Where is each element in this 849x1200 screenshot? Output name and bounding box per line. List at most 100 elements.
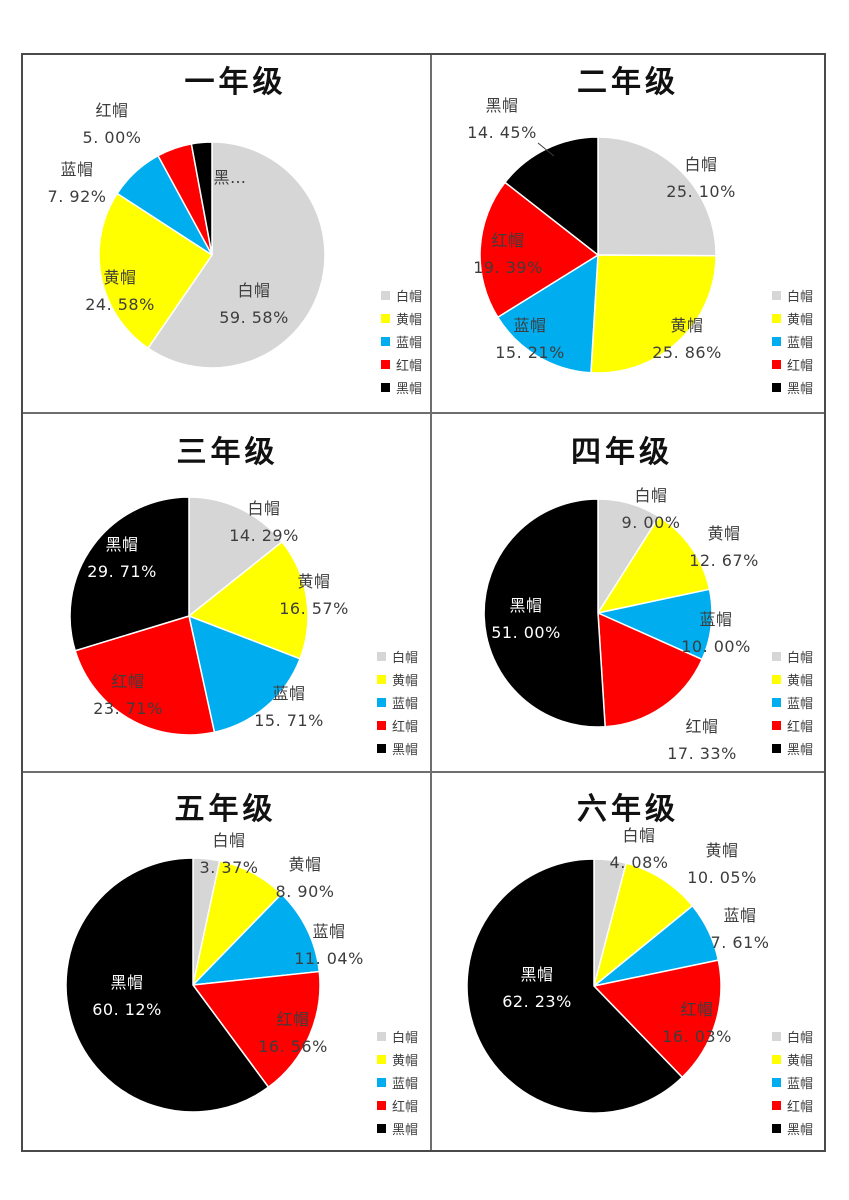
pie-slice-白帽 [146,141,326,369]
slice-label-红帽: 红帽 16. 56% [258,1010,328,1056]
legend-swatch [771,721,781,730]
slice-label-黄帽: 黄帽 16. 57% [279,572,349,618]
legend-swatch [376,721,386,730]
legend-swatch [380,360,390,369]
legend-item-黑帽: 黑帽 [771,737,813,760]
legend-swatch [771,291,781,300]
legend-item-黄帽: 黄帽 [771,307,813,330]
legend-label: 红帽 [395,359,422,374]
legend-item-黄帽: 黄帽 [376,1048,418,1071]
pie-slice-黄帽 [187,540,309,660]
legend-swatch [376,744,386,753]
slice-label-黑帽: 黑帽 51. 00% [491,596,561,642]
chart-legend: 白帽 黄帽 蓝帽 红帽 黑帽 [771,645,813,760]
pie-slice-黑帽 [190,141,213,256]
legend-item-蓝帽: 蓝帽 [771,1071,813,1094]
legend-swatch [771,1032,781,1041]
chart-title: 六年级 [577,792,679,827]
pie-slice-黑帽 [466,858,684,1114]
slice-label-红帽: 红帽 16. 03% [662,1000,732,1046]
chart-legend: 白帽黄帽蓝帽红帽黑帽 [771,1025,813,1140]
legend-swatch [771,1124,781,1133]
slice-label-白帽: 白帽 14. 29% [229,499,299,545]
legend-item-黑帽: 黑帽 [376,737,418,760]
legend-item-白帽: 白帽 [771,1025,813,1048]
chart-title: 二年级 [577,65,679,100]
chart-legend: 白帽 黄帽 蓝帽 红帽 黑帽 [376,1025,418,1140]
pie-slice-黑帽 [65,857,270,1113]
legend-label: 白帽 [395,290,422,305]
pie-slice-红帽 [597,611,704,728]
legend-swatch [771,698,781,707]
slice-label-白帽: 白帽 4. 08% [610,826,669,872]
legend-item-红帽: 红帽 [771,1094,813,1117]
legend-label: 黄帽 [395,313,422,328]
legend-swatch [376,1101,386,1110]
legend-item-黄帽: 黄帽 [380,307,422,330]
legend-label: 红帽 [786,359,813,374]
slice-label-蓝帽: 蓝帽 15. 21% [495,316,565,362]
legend-swatch [771,337,781,346]
pie-slice-黑帽 [483,498,606,728]
chart-cell-grade4: 白帽 9. 00% 黄帽 12. 67% 蓝帽 10. 00% 红帽 17. 33% 黑帽 51.… [432,414,824,773]
slice-label-黄帽: 黄帽 25. 86% [652,316,722,362]
legend-swatch [771,652,781,661]
pie-slice-白帽 [597,136,717,257]
pie-slice-红帽 [74,615,216,736]
pie-slice-蓝帽 [187,614,301,734]
label-leader-line [537,142,555,157]
legend-swatch [771,744,781,753]
pie-slice-黄帽 [592,862,694,989]
legend-label: 蓝帽 [395,336,422,351]
legend-item-蓝帽: 蓝帽 [376,691,418,714]
legend-item-黑帽: 黑帽 [771,376,813,399]
pie-chart-grade2: 白帽 25. 10% 黄帽 25. 86% 蓝帽 15. 21% 红帽 19. 39% 黑帽 14… [467,96,735,374]
pie-slice-黑帽 [503,136,599,257]
slice-label-黑帽: 黑帽 62. 23% [502,965,572,1011]
legend-label: 黑帽 [786,1123,813,1138]
legend-label: 黄帽 [786,1054,813,1069]
legend-label: 黑帽 [391,1123,418,1138]
legend-swatch [376,698,386,707]
slice-label-白帽: 白帽 9. 00% [622,486,681,532]
legend-swatch [380,314,390,323]
legend-item-黑帽: 黑帽 [771,1117,813,1140]
legend-label: 白帽 [391,651,418,666]
chart-legend: 白帽 黄帽 蓝帽 红帽 黑帽 [380,284,422,399]
legend-swatch [771,1055,781,1064]
legend-item-黑帽: 黑帽 [376,1117,418,1140]
legend-label: 蓝帽 [391,697,418,712]
pie-chart-grade1: 白帽 59. 58% 黄帽 24. 58% 蓝帽 7. 92% 红帽 5. 00% 黑… [48,101,326,369]
slice-label-黑帽: 黑帽 60. 12% [92,973,162,1019]
legend-swatch [380,291,390,300]
chart-cell-grade5: 白帽 3. 37% 黄帽 8. 90% 蓝帽 11. 04% 红帽 16. 56% 黑帽 60. … [23,773,432,1150]
legend-label: 黄帽 [391,674,418,689]
slice-label-黄帽: 黄帽 8. 90% [276,855,335,901]
chart-title: 三年级 [176,435,279,470]
legend-item-蓝帽: 蓝帽 [376,1071,418,1094]
pie-slice-红帽 [191,970,321,1089]
legend-swatch [376,652,386,661]
chart-legend: 白帽 黄帽 蓝帽 红帽 黑帽 [771,284,813,399]
legend-swatch [376,1032,386,1041]
legend-swatch [771,383,781,392]
legend-swatch [376,1055,386,1064]
slice-label-黑帽: 黑帽 29. 71% [87,535,157,581]
pie-chart-grade3: 白帽 14. 29% 黄帽 16. 57% 蓝帽 15. 71% 红帽 23. 71% 黑帽 29… [69,496,349,736]
legend-label: 蓝帽 [786,1077,813,1092]
chart-cell-grade3: 白帽 14. 29% 黄帽 16. 57% 蓝帽 15. 71% 红帽 23. 71% 黑帽 29… [23,414,432,773]
legend-item-黄帽: 黄帽 [771,1048,813,1071]
legend-item-白帽: 白帽 [376,645,418,668]
legend-item-蓝帽: 蓝帽 [380,330,422,353]
pie-chart-grade4: 白帽 9. 00%黄帽 12. 67% 蓝帽 10. 00% 红帽 17. 33% 黑帽 51.… [483,486,759,763]
legend-item-白帽: 白帽 [380,284,422,307]
slice-label-蓝帽: 蓝帽 7. 92% [48,160,107,206]
legend-swatch [771,1078,781,1087]
slice-label-黄帽: 黄帽 12. 67% [689,524,759,570]
slice-label-红帽: 红帽 17. 33% [667,717,737,763]
legend-swatch [380,337,390,346]
legend-item-蓝帽: 蓝帽 [771,691,813,714]
legend-swatch [376,675,386,684]
pie-slice-红帽 [479,181,600,319]
legend-swatch [771,1101,781,1110]
